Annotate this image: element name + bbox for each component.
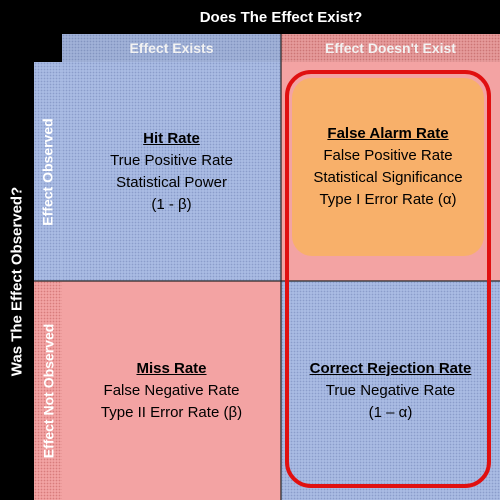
- column-header-effect-doesnt-exist: Effect Doesn't Exist: [281, 34, 500, 62]
- row-header-effect-not-observed-text: Effect Not Observed: [40, 323, 56, 458]
- cell-correct-rejection-line: (1 – α): [368, 403, 413, 421]
- cell-hit-rate-line: Statistical Power: [116, 173, 227, 191]
- cell-correct-rejection-line: True Negative Rate: [325, 381, 456, 399]
- grid-vertical-divider: [280, 34, 282, 500]
- grid-horizontal-divider: [34, 280, 500, 282]
- cell-hit-rate: Hit Rate True Positive Rate Statistical …: [62, 62, 281, 281]
- cell-false-alarm-title: False Alarm Rate: [327, 125, 449, 142]
- row-header-effect-not-observed: Effect Not Observed: [34, 281, 62, 500]
- effect-doesnt-exist-outline: [285, 70, 491, 488]
- cell-miss-rate-line: False Negative Rate: [103, 381, 240, 399]
- cell-correct-rejection-rate: Correct Rejection Rate True Negative Rat…: [281, 281, 500, 500]
- cell-hit-rate-title: Hit Rate: [143, 129, 200, 147]
- left-axis-title: Was The Effect Observed?: [0, 62, 34, 500]
- cell-hit-rate-line: (1 - β): [151, 195, 192, 213]
- cell-false-alarm-line: Statistical Significance: [313, 169, 463, 186]
- cell-miss-rate-line: Type II Error Rate (β): [100, 403, 243, 421]
- row-header-effect-observed: Effect Observed: [34, 62, 62, 281]
- top-axis-title: Does The Effect Exist?: [199, 8, 363, 26]
- cell-miss-rate-title: Miss Rate: [136, 359, 207, 377]
- cell-correct-rejection-title: Correct Rejection Rate: [309, 359, 472, 377]
- column-header-effect-exists: Effect Exists: [62, 34, 281, 62]
- left-axis-title-text: Was The Effect Observed?: [8, 186, 26, 376]
- row-header-effect-observed-text: Effect Observed: [40, 117, 56, 226]
- cell-miss-rate: Miss Rate False Negative Rate Type II Er…: [62, 281, 281, 500]
- cell-false-alarm-line: False Positive Rate: [323, 147, 453, 164]
- false-alarm-highlight-box: [292, 78, 484, 256]
- cell-false-alarm-line: Type I Error Rate (α): [319, 191, 457, 208]
- cell-false-alarm-rate: False Alarm Rate False Positive Rate Sta…: [292, 78, 484, 256]
- cell-hit-rate-line: True Positive Rate: [110, 151, 233, 169]
